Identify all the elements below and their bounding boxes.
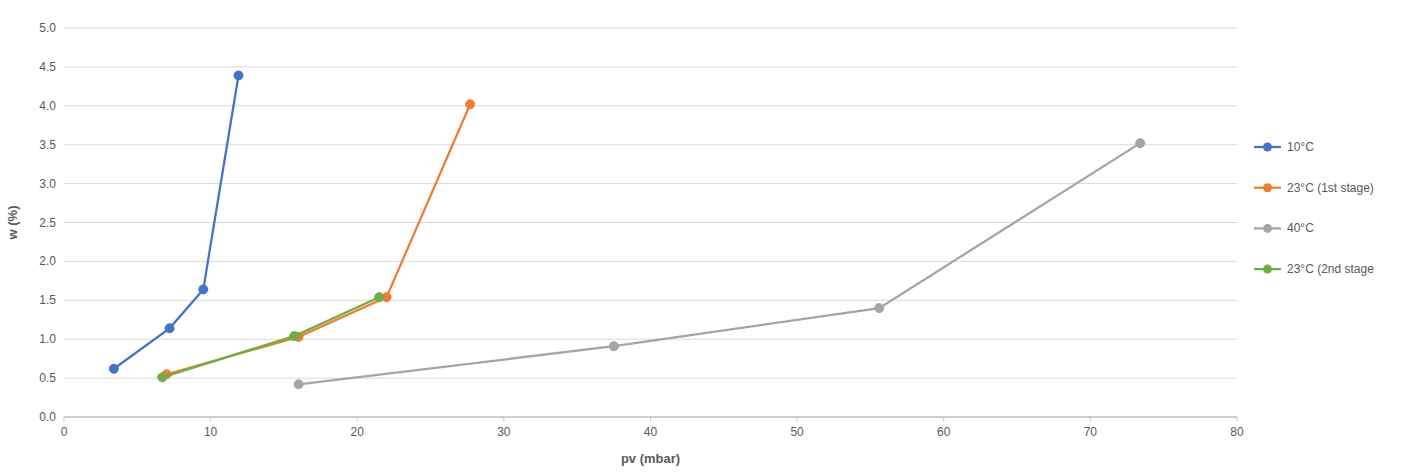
x-axis-title: pv (mbar) — [621, 451, 680, 466]
legend-label: 40°C — [1287, 221, 1314, 235]
x-tick-label: 70 — [1084, 425, 1098, 439]
y-tick-label: 4.0 — [39, 99, 56, 113]
y-tick-label: 5.0 — [39, 21, 56, 35]
x-tick-label: 10 — [204, 425, 218, 439]
series-marker — [290, 332, 299, 341]
grid-line — [64, 261, 1237, 262]
grid-line — [64, 144, 1237, 145]
x-tick-label: 20 — [351, 425, 365, 439]
series-marker — [294, 380, 303, 389]
y-axis-title: w (%) — [5, 206, 20, 241]
grid-line — [64, 378, 1237, 379]
x-tick-label: 40 — [644, 425, 658, 439]
y-tick-label: 4.5 — [39, 60, 56, 74]
x-tick — [650, 417, 651, 421]
grid-line — [64, 300, 1237, 301]
grid-line — [64, 105, 1237, 106]
grid-line — [64, 183, 1237, 184]
legend-label: 10°C — [1287, 140, 1314, 154]
legend-marker — [1263, 265, 1272, 274]
series-line — [114, 75, 239, 368]
series-marker — [609, 342, 618, 351]
grid-line — [64, 66, 1237, 67]
y-tick-label: 3.0 — [39, 177, 56, 191]
x-tick-label: 60 — [937, 425, 951, 439]
x-tick — [64, 417, 65, 421]
series-line — [167, 104, 471, 374]
series-marker — [1136, 139, 1145, 148]
chart: 0.0 0.5 1.0 1.5 2.0 2.5 3.0 3.5 4.0 4.5 5.0 0 10 20 30… — [0, 0, 1415, 472]
series-marker — [875, 304, 884, 313]
x-tick — [503, 417, 504, 421]
y-tick-label: 2.0 — [39, 254, 56, 268]
grid-line — [64, 222, 1237, 223]
series-marker — [466, 100, 475, 109]
y-tick-label: 1.5 — [39, 293, 56, 307]
grid-line — [64, 28, 1237, 29]
legend-marker — [1263, 224, 1272, 233]
series-marker — [158, 373, 167, 382]
x-tick — [797, 417, 798, 421]
x-tick — [210, 417, 211, 421]
legend: 10°C 23°C (1st stage) 40°C 23°C (2nd stage — [1254, 140, 1374, 276]
x-tick-label: 30 — [497, 425, 511, 439]
y-tick-label: 2.5 — [39, 216, 56, 230]
x-tick — [943, 417, 944, 421]
series-line — [162, 297, 379, 377]
y-tick-label: 1.0 — [39, 332, 56, 346]
y-tick-label: 0.5 — [39, 371, 56, 385]
x-tick-label: 0 — [61, 425, 68, 439]
y-tick-label: 0.0 — [39, 410, 56, 424]
series-marker — [234, 71, 243, 80]
legend-marker — [1263, 183, 1272, 192]
x-tick-label: 80 — [1230, 425, 1244, 439]
x-tick — [1090, 417, 1091, 421]
series-marker — [109, 364, 118, 373]
series-line — [299, 143, 1141, 384]
legend-label: 23°C (2nd stage — [1287, 262, 1374, 276]
legend-label: 23°C (1st stage) — [1287, 181, 1374, 195]
y-tick-label: 3.5 — [39, 138, 56, 152]
series-marker — [165, 324, 174, 333]
series-marker — [375, 293, 384, 302]
grid-line — [64, 339, 1237, 340]
x-tick — [1237, 417, 1238, 421]
plot-area — [109, 71, 1144, 389]
x-tick-label: 50 — [790, 425, 804, 439]
x-tick — [357, 417, 358, 421]
legend-marker — [1263, 143, 1272, 152]
series-marker — [199, 285, 208, 294]
